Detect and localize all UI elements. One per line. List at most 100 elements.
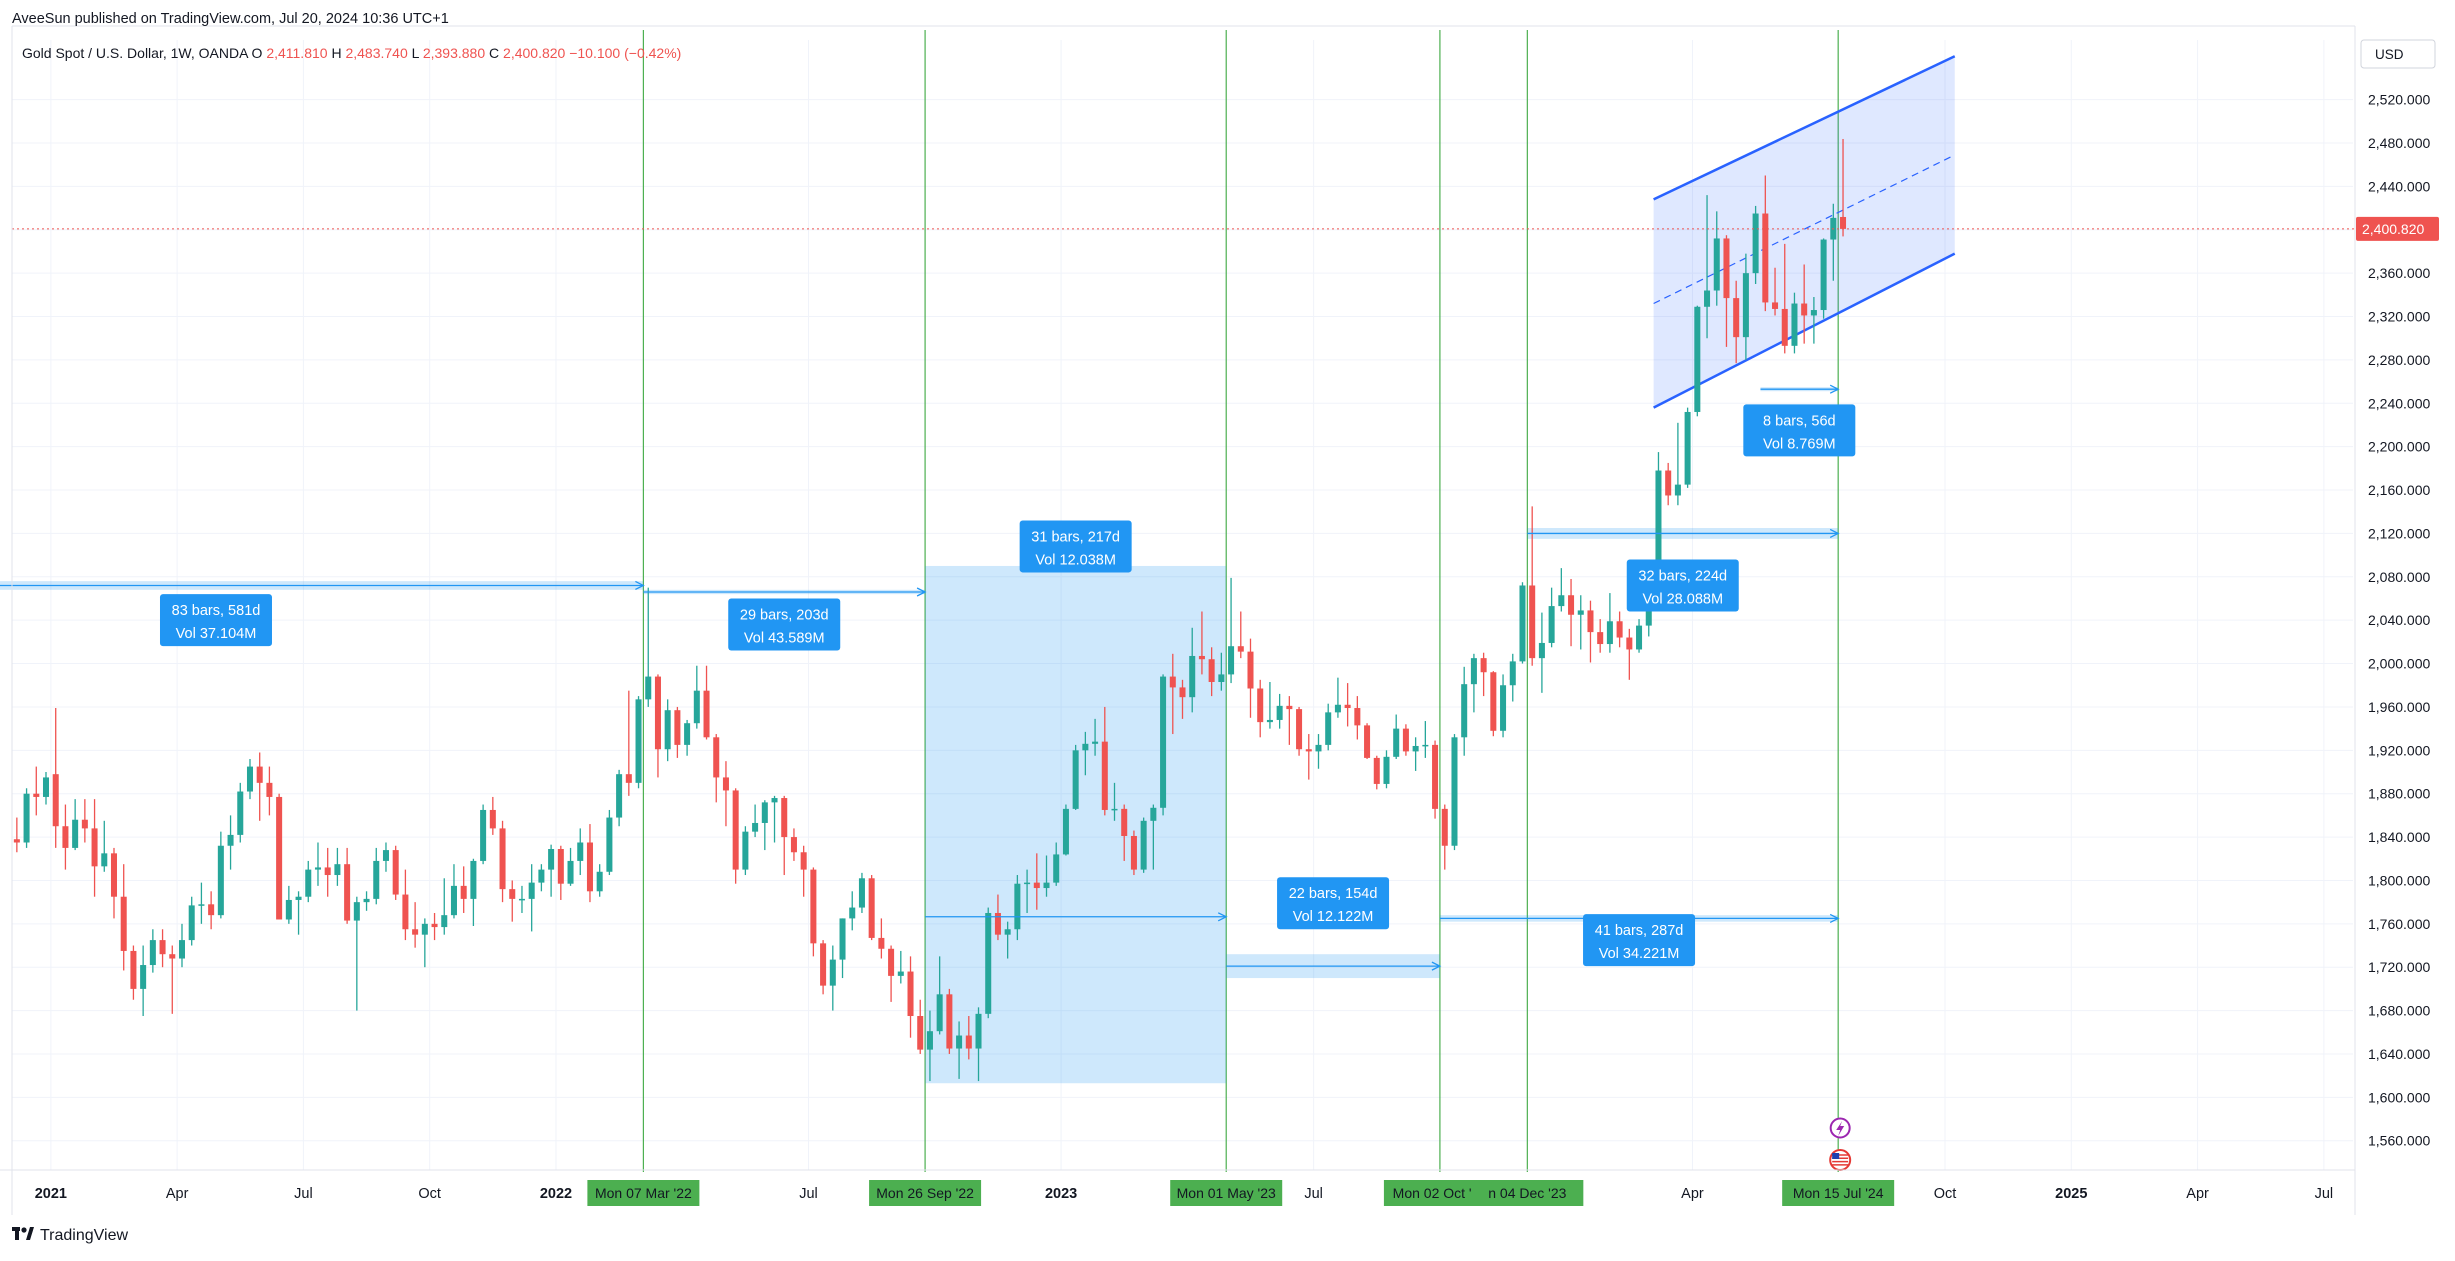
candle: [771, 795, 778, 843]
candle: [266, 766, 273, 816]
candle: [1587, 600, 1594, 663]
candle: [460, 866, 467, 913]
candle: [1189, 627, 1196, 713]
ohlc-low-label: L: [412, 45, 420, 61]
candle-body: [1461, 684, 1468, 738]
candle-body: [1208, 659, 1215, 682]
candle-body: [897, 971, 904, 976]
candle-body: [450, 885, 457, 916]
candle-body: [344, 864, 351, 921]
us-flag-event-icon[interactable]: [1829, 1149, 1852, 1171]
candle: [42, 772, 50, 805]
candle-body: [1364, 725, 1371, 758]
candle-body: [1296, 709, 1303, 750]
candle-body: [353, 902, 360, 921]
time-marker[interactable]: n 04 Dec '23: [1471, 1180, 1584, 1206]
candle: [839, 918, 846, 979]
time-marker[interactable]: Mon 26 Sep '22: [869, 1180, 982, 1206]
candle: [674, 706, 681, 758]
candle-body: [441, 915, 448, 928]
measure-arrows: [0, 384, 1840, 971]
candle-body: [1480, 658, 1487, 673]
candle: [800, 845, 807, 897]
candle: [567, 847, 574, 886]
candle: [110, 847, 118, 919]
candle-body: [868, 878, 875, 938]
price-tick-label: 1,720.000: [2368, 959, 2430, 975]
tradingview-logo-icon[interactable]: [12, 1227, 34, 1240]
candle-body: [1441, 808, 1448, 846]
candle-body: [975, 1013, 982, 1049]
candle: [820, 940, 827, 995]
lightning-event-icon[interactable]: [1829, 1117, 1851, 1139]
candle: [470, 858, 477, 926]
candle-body: [946, 994, 953, 1049]
candle-body: [1577, 610, 1584, 615]
candle-body: [674, 710, 681, 745]
candle-body: [1198, 655, 1205, 660]
candle-body: [722, 777, 729, 791]
time-marker[interactable]: Mon 15 Jul '24: [1782, 1180, 1895, 1206]
price-tick-label: 2,160.000: [2368, 482, 2430, 498]
candle-body: [81, 819, 88, 829]
candle: [276, 793, 283, 920]
candle-body: [1169, 676, 1176, 688]
candle: [1130, 830, 1137, 876]
candle: [1801, 264, 1808, 344]
footer[interactable]: TradingView: [12, 1227, 128, 1244]
candle-body: [645, 676, 652, 700]
candle: [1111, 782, 1118, 821]
candle-body: [1597, 632, 1604, 645]
time-marker-label: Mon 26 Sep '22: [876, 1185, 974, 1201]
candle-body: [917, 1016, 924, 1050]
time-marker[interactable]: Mon 07 Mar '22: [587, 1180, 700, 1206]
candle: [140, 945, 147, 1017]
candle-body: [159, 940, 166, 955]
currency-selector[interactable]: USD: [2360, 39, 2436, 69]
event-icons[interactable]: [1829, 1117, 1852, 1171]
candle-body: [101, 853, 108, 867]
candle: [878, 918, 885, 959]
price-tick-label: 1,800.000: [2368, 872, 2430, 888]
candle: [713, 734, 720, 803]
candle: [480, 804, 487, 865]
candle-body: [1674, 484, 1681, 496]
candle: [1558, 568, 1565, 612]
candle-body: [1014, 883, 1021, 930]
time-marker-label: Mon 01 May '23: [1177, 1185, 1276, 1201]
candle: [324, 847, 331, 897]
candle: [402, 869, 409, 941]
header: AveeSun published on TradingView.com, Ju…: [12, 11, 681, 61]
last-price-tag-text: 2,400.820: [2362, 221, 2424, 237]
time-marker[interactable]: Mon 01 May '23: [1170, 1180, 1283, 1206]
candle: [149, 929, 156, 973]
candle: [33, 766, 40, 816]
candle-body: [1257, 688, 1264, 723]
candle-body: [1043, 882, 1050, 889]
candle: [1820, 238, 1827, 319]
candle: [1004, 921, 1011, 959]
candle-body: [1694, 306, 1701, 412]
candle-body: [936, 994, 943, 1032]
time-marker-label: Mon 02 Oct '23: [1393, 1185, 1488, 1201]
candle-body: [1529, 585, 1536, 659]
candle: [217, 831, 224, 919]
price-tick-label: 2,320.000: [2368, 309, 2430, 325]
candle: [557, 845, 564, 900]
candle-body: [13, 839, 20, 843]
tradingview-brand[interactable]: TradingView: [40, 1227, 128, 1244]
candle-body: [285, 899, 292, 920]
candle-body: [42, 777, 50, 797]
candle: [130, 945, 137, 1000]
ohlc-open: 2,411.810: [266, 45, 327, 61]
candle: [1713, 211, 1720, 306]
candle: [936, 956, 943, 1035]
candle: [858, 872, 865, 913]
candle: [1752, 205, 1759, 285]
candle: [1237, 611, 1244, 659]
candle: [975, 1007, 982, 1082]
candle-body: [616, 774, 623, 818]
candle-body: [1684, 411, 1691, 485]
candle-body: [1179, 687, 1186, 698]
